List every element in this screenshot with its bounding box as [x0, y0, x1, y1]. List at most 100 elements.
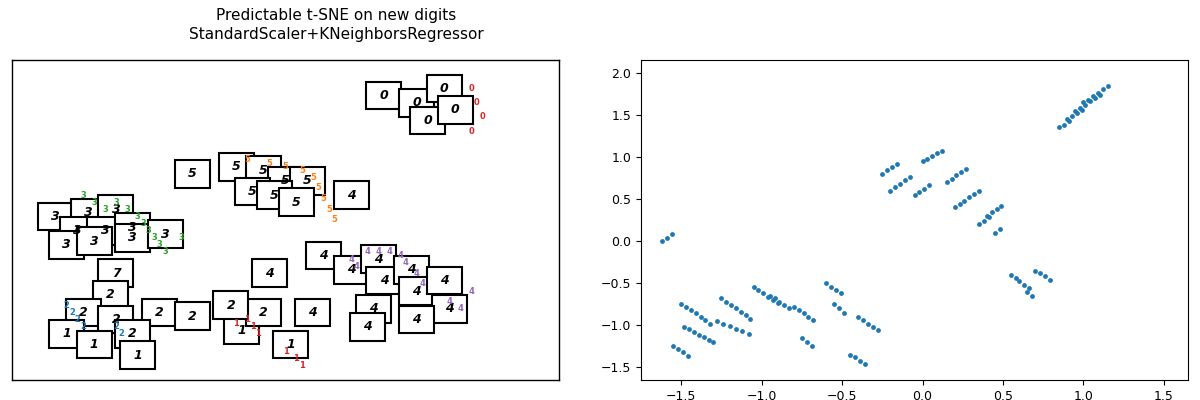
Point — [707, 318, 726, 324]
Point — [1088, 90, 1108, 96]
Text: 1: 1 — [294, 354, 299, 363]
Point — [1067, 110, 1086, 116]
Point — [775, 302, 794, 308]
FancyBboxPatch shape — [148, 220, 182, 248]
Point — [914, 186, 934, 192]
FancyBboxPatch shape — [394, 256, 428, 284]
Point — [721, 302, 740, 308]
Point — [739, 330, 758, 337]
Point — [913, 158, 932, 164]
Text: 3: 3 — [112, 203, 120, 216]
Point — [785, 304, 804, 310]
FancyBboxPatch shape — [306, 242, 341, 270]
Point — [1079, 96, 1098, 103]
Text: 5: 5 — [331, 216, 337, 224]
Point — [910, 189, 929, 196]
Point — [882, 164, 901, 170]
Point — [794, 310, 814, 317]
Point — [853, 317, 872, 324]
Text: 5: 5 — [232, 160, 241, 173]
Point — [712, 295, 731, 302]
FancyBboxPatch shape — [400, 306, 434, 334]
Text: 4: 4 — [376, 248, 382, 256]
Text: 3: 3 — [134, 212, 140, 221]
Text: 4: 4 — [265, 267, 274, 280]
Text: 3: 3 — [151, 233, 157, 242]
Point — [740, 315, 760, 322]
Text: 4: 4 — [397, 251, 403, 260]
Point — [1014, 282, 1033, 288]
Point — [851, 358, 870, 364]
FancyBboxPatch shape — [355, 295, 390, 323]
Point — [1066, 107, 1085, 114]
Point — [960, 194, 979, 200]
Text: 7: 7 — [112, 267, 120, 280]
Point — [1009, 278, 1028, 285]
Text: 5: 5 — [302, 174, 312, 187]
Point — [726, 305, 745, 312]
Point — [764, 295, 784, 302]
Point — [937, 179, 956, 185]
Point — [1062, 113, 1081, 120]
Text: 0: 0 — [451, 103, 460, 116]
FancyBboxPatch shape — [175, 302, 210, 330]
Text: 4: 4 — [413, 313, 421, 326]
Text: 2: 2 — [80, 322, 86, 331]
Text: 3: 3 — [52, 210, 60, 223]
Text: 2: 2 — [188, 310, 197, 322]
Text: 4: 4 — [365, 248, 371, 256]
FancyBboxPatch shape — [246, 156, 281, 184]
FancyBboxPatch shape — [438, 96, 473, 124]
FancyBboxPatch shape — [77, 228, 112, 255]
Point — [662, 231, 682, 238]
Point — [956, 166, 976, 172]
Text: 4: 4 — [407, 263, 415, 276]
FancyBboxPatch shape — [88, 217, 122, 244]
Text: 2: 2 — [155, 306, 164, 319]
FancyBboxPatch shape — [98, 196, 133, 223]
Text: Predictable t-SNE on new digits
StandardScaler+KNeighborsRegressor: Predictable t-SNE on new digits Standard… — [188, 8, 484, 42]
Point — [714, 320, 733, 327]
Text: 3: 3 — [62, 238, 71, 251]
Text: 0: 0 — [468, 84, 474, 93]
Text: 0: 0 — [413, 96, 421, 109]
FancyBboxPatch shape — [175, 160, 210, 188]
Text: 1: 1 — [256, 329, 262, 338]
Point — [1057, 116, 1076, 122]
Point — [950, 201, 970, 207]
Point — [990, 226, 1009, 232]
Text: 5: 5 — [188, 167, 197, 180]
FancyBboxPatch shape — [38, 202, 73, 230]
Point — [694, 334, 713, 340]
Point — [678, 352, 697, 359]
Point — [856, 361, 875, 367]
Text: 0: 0 — [424, 114, 432, 127]
Point — [919, 182, 938, 189]
Text: 1: 1 — [299, 361, 305, 370]
Point — [826, 287, 845, 293]
Point — [1073, 106, 1092, 113]
Point — [918, 155, 937, 162]
Text: 1: 1 — [250, 322, 256, 331]
Point — [768, 300, 787, 306]
Text: 1: 1 — [287, 338, 295, 351]
Point — [974, 218, 994, 224]
Point — [749, 287, 768, 293]
Text: 3: 3 — [90, 235, 98, 248]
Point — [790, 307, 809, 313]
FancyBboxPatch shape — [427, 266, 462, 294]
Point — [1031, 270, 1050, 276]
Text: 3: 3 — [140, 219, 146, 228]
Point — [769, 298, 788, 305]
Point — [664, 343, 683, 350]
Text: 0: 0 — [439, 82, 449, 95]
Text: 2: 2 — [64, 301, 70, 310]
Point — [673, 349, 692, 356]
Text: 4: 4 — [414, 269, 420, 278]
Point — [1055, 122, 1074, 128]
Point — [900, 174, 919, 180]
Point — [858, 320, 877, 327]
Text: 3: 3 — [73, 224, 82, 237]
Point — [1002, 272, 1021, 278]
Point — [829, 305, 848, 312]
